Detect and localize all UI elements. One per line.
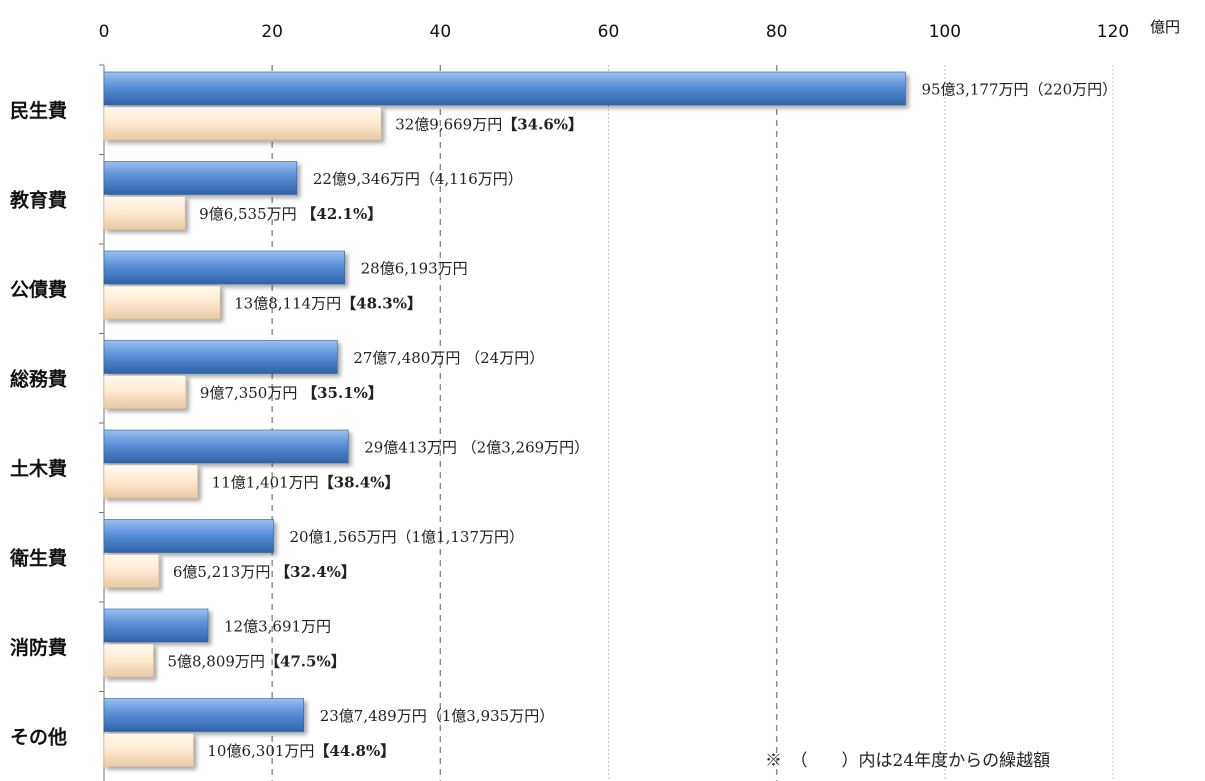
category-label: 教育費 — [10, 188, 67, 211]
bar-layer — [103, 71, 906, 767]
data-label-series1: 12億3,691万円 — [224, 618, 331, 636]
data-label-series2: 11億1,401万円【38.4%】 — [212, 474, 400, 492]
category-label: 公債費 — [10, 278, 67, 301]
bar-series2 — [103, 464, 198, 499]
axis-layer: 0 20 40 60 80 100 120 億円民生費教育費公債費総務費土木費衛生費消防費その… — [9, 18, 1180, 781]
data-label-series2: 32億9,669万円【34.6%】 — [395, 116, 583, 134]
category-label: 消防費 — [10, 636, 67, 659]
bar-series1 — [103, 340, 338, 374]
grid-layer — [271, 65, 1114, 781]
bar-series1 — [103, 161, 298, 195]
bar-series2 — [103, 554, 160, 588]
label-layer: 95億3,177万円（220万円） 32億9,669万円【34.6%】 22億9,3… — [167, 81, 1117, 761]
x-tick-label-120: 120 — [1097, 22, 1129, 42]
data-label-series1: 95億3,177万円（220万円） — [921, 81, 1117, 99]
bar-series2 — [103, 285, 221, 320]
x-tick-label-60: 60 — [598, 22, 620, 42]
data-label-series1: 29億413万円 （2億3,269万円） — [364, 439, 589, 457]
data-label-series1: 28億6,193万円 — [361, 260, 468, 278]
bar-series1 — [103, 429, 349, 464]
data-label-series1: 22億9,346万円（4,116万円） — [313, 170, 523, 188]
bar-series1 — [103, 519, 274, 553]
bar-series2 — [103, 196, 186, 230]
bar-series2 — [103, 375, 187, 409]
data-label-series2: 13億8,114万円【48.3%】 — [234, 295, 422, 313]
bar-series1 — [103, 698, 304, 732]
category-label: その他 — [10, 725, 67, 748]
category-label: 衛生費 — [9, 546, 67, 569]
x-tick-label-100: 100 — [929, 22, 961, 42]
category-label: 土木費 — [10, 457, 67, 480]
footnote: ※ （ ）内は24年度からの繰越額 — [765, 751, 1051, 771]
x-axis-unit: 億円 — [1150, 18, 1180, 36]
bar-series1 — [103, 71, 906, 106]
x-tick-label-40: 40 — [430, 22, 452, 42]
data-label-series1: 20億1,565万円（1億1,137万円） — [289, 528, 524, 546]
data-label-series2: 6億5,213万円 【32.4%】 — [173, 563, 356, 581]
bar-series2 — [103, 733, 194, 767]
bar-series1 — [103, 608, 209, 643]
x-tick-label-80: 80 — [766, 22, 788, 42]
data-label-series1: 27億7,480万円 （24万円） — [353, 349, 544, 367]
bar-series2 — [103, 106, 382, 141]
data-label-series2: 9億6,535万円 【42.1%】 — [199, 205, 382, 223]
bar-series2 — [103, 643, 154, 678]
x-tick-label-20: 20 — [261, 22, 283, 42]
data-label-series2: 5億8,809万円【47.5%】 — [167, 653, 345, 671]
bar-series1 — [103, 250, 345, 285]
category-label: 総務費 — [10, 367, 67, 390]
category-label: 民生費 — [10, 99, 67, 122]
data-label-series2: 10億6,301万円【44.8%】 — [207, 742, 395, 760]
data-label-series2: 9億7,350万円 【35.1%】 — [200, 384, 383, 402]
data-label-series1: 23億7,489万円（1億3,935万円） — [320, 707, 555, 725]
x-tick-label-0: 0 — [99, 22, 110, 42]
